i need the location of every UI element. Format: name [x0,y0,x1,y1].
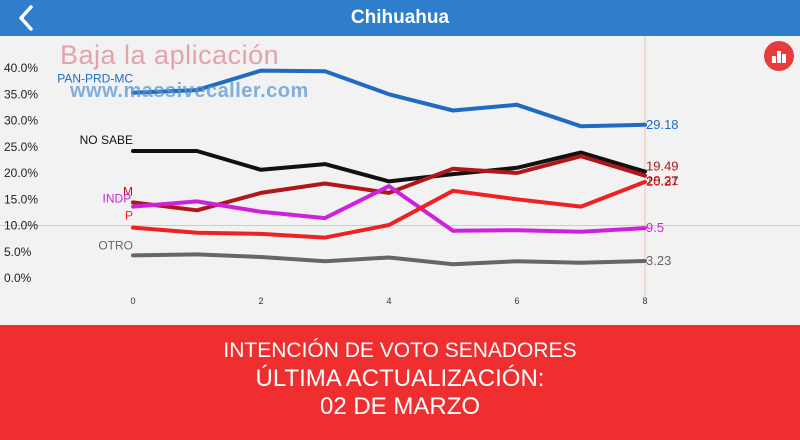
x-tick-label: 6 [514,296,519,306]
series-end-value: 29.18 [646,117,679,132]
series-label: PAN-PRD-MC [57,72,133,86]
footer-title: INTENCIÓN DE VOTO SENADORES [223,339,577,362]
series-line-4 [131,179,647,240]
line-chart: 0.0%5.0%10.0%15.0%20.0%25.0%30.0%35.0%40… [0,36,800,306]
y-tick-label: 5.0% [4,245,32,259]
x-tick-label: 0 [130,296,135,306]
y-tick-label: 40.0% [4,61,38,75]
series-line-1 [131,149,647,184]
app-header: Chihuahua [0,0,800,36]
y-tick-label: 20.0% [4,166,38,180]
chevron-left-icon [19,5,33,31]
x-tick-label: 8 [642,296,647,306]
y-tick-label: 0.0% [4,271,32,285]
series-label: NO SABE [80,133,133,147]
series-end-value: 3.23 [646,253,671,268]
chart-type-button[interactable] [764,41,794,71]
y-tick-label: 30.0% [4,114,38,128]
series-line-0 [131,68,647,129]
series-end-value: 9.5 [646,220,664,235]
series-label: P [125,209,133,223]
watermark-app-text: Baja la aplicación [60,40,280,70]
series-label: OTRO [98,238,133,252]
y-tick-label: 10.0% [4,219,38,233]
chart-area: 0.0% 5.0% 10.0% 15.0% 20.0% 25.0% 30.0% 35.0% 40… [0,36,800,325]
x-tick-label: 4 [386,296,391,306]
series-line-3 [131,184,647,234]
x-tick-label: 2 [258,296,263,306]
footer-update-date: 02 DE MARZO [319,393,481,420]
footer-banner: INTENCIÓN DE VOTO SENADORES ÚLTIMA ACTUA… [0,325,800,440]
watermark-url-text: www.massivecaller.com [70,80,309,102]
series-end-value: 20.27 [646,174,679,189]
series-label: M [123,184,133,198]
y-tick-label: 25.0% [4,140,38,154]
series-end-value: 19.49 [646,159,679,174]
page-title: Chihuahua [350,7,450,28]
back-button[interactable] [8,0,44,36]
y-tick-label: 15.0% [4,192,38,206]
y-tick-label: 35.0% [4,87,38,101]
series-end-value: 18.31 [646,173,679,188]
footer-update-label: ÚLTIMA ACTUALIZACIÓN: [255,365,545,392]
series-line-5 [131,252,647,267]
series-label: INDP. [103,192,133,206]
bar-chart-icon [772,51,786,63]
